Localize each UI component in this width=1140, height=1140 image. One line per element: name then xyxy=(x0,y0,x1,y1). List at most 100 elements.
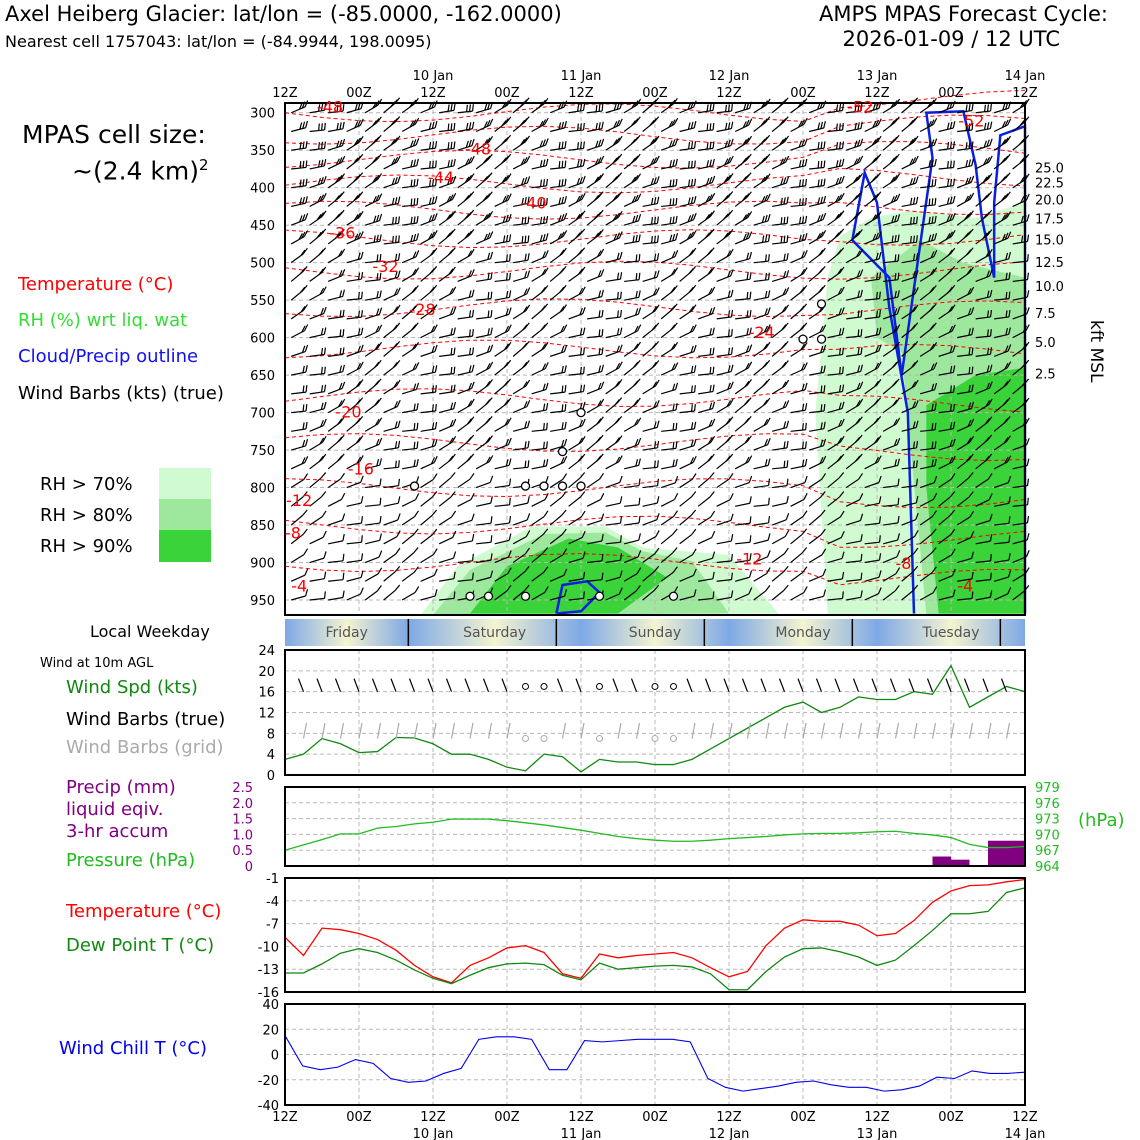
wind-barb-feather xyxy=(339,453,345,460)
wind-barb-feather xyxy=(654,235,656,243)
wind-barb-feather xyxy=(375,325,380,333)
wind-barb-feather xyxy=(786,235,789,243)
wind-barb-feather xyxy=(839,510,845,518)
surface-wind-barb xyxy=(815,678,823,692)
wind-barb-feather xyxy=(434,213,438,221)
wind-barb-staff xyxy=(605,559,621,564)
wind-barb-feather xyxy=(871,157,877,164)
wind-barb-feather xyxy=(707,455,713,462)
wind-barb-feather xyxy=(1008,309,1011,318)
wind-barb-feather xyxy=(896,550,901,558)
wind-barb-feather xyxy=(969,435,975,443)
wind-barb-feather xyxy=(433,324,438,332)
wind-barb-feather xyxy=(656,420,660,428)
wind-barb-staff xyxy=(679,445,695,451)
wind-barb-feather xyxy=(656,235,659,243)
wind-barb-feather xyxy=(669,234,673,242)
wind-barb-feather xyxy=(391,177,396,185)
wind-barb-feather xyxy=(1026,533,1030,541)
wind-barb-feather xyxy=(655,155,660,163)
wind-barb-feather xyxy=(767,497,770,505)
wind-barb-feather xyxy=(783,216,786,224)
wind-barb-feather xyxy=(488,135,494,143)
wind-barb-feather xyxy=(779,139,785,146)
wind-barb-staff xyxy=(568,477,581,489)
wind-barb-staff xyxy=(901,590,914,601)
wind-barb-feather xyxy=(672,459,675,467)
wind-barb-staff xyxy=(512,519,528,526)
wind-barb-feather xyxy=(581,192,586,200)
calm-wind-marker xyxy=(540,682,548,690)
wind-barbs-true-label: Wind Barbs (true) xyxy=(66,709,226,730)
wind-barb-feather xyxy=(725,230,731,238)
wind-barb-feather xyxy=(562,304,567,311)
temperature-tick-label: -10 xyxy=(258,940,279,955)
wind-barb-feather xyxy=(952,438,956,446)
wind-barb-feather xyxy=(854,122,857,130)
wind-barb-feather xyxy=(744,212,750,220)
wind-barb-feather xyxy=(690,365,694,373)
wind-barb-feather xyxy=(1026,234,1030,242)
wind-barb-feather xyxy=(430,231,436,239)
wind-barb-feather xyxy=(508,533,512,541)
wind-barb-feather xyxy=(841,307,845,315)
wind-barb-feather xyxy=(841,401,845,409)
wind-barb-feather xyxy=(580,366,582,374)
wind-barb-feather xyxy=(616,119,621,127)
wind-barb-feather xyxy=(986,104,989,112)
wind-barb-feather xyxy=(836,268,842,275)
wind-barb-feather xyxy=(508,497,511,505)
wind-barb-feather xyxy=(860,534,863,542)
wind-barb-feather xyxy=(728,329,730,337)
grid-wind-barb xyxy=(506,722,511,739)
wind-barb-feather xyxy=(932,117,938,125)
wind-barb-feather xyxy=(466,418,472,425)
wind-barb-staff xyxy=(420,534,433,545)
wind-barb-feather xyxy=(299,161,302,169)
wind-barb-feather xyxy=(335,158,340,166)
wind-barb-feather xyxy=(915,440,919,449)
wind-barb-feather xyxy=(356,212,362,220)
wind-barb-staff xyxy=(309,516,323,526)
wind-barb-feather xyxy=(616,153,623,161)
wind-barb-feather xyxy=(322,530,327,538)
wind-barb-feather xyxy=(378,324,383,332)
wind-barb-feather xyxy=(672,179,675,187)
wind-barb-feather xyxy=(1026,254,1029,262)
wind-barb-staff xyxy=(698,372,714,376)
wind-barb-feather xyxy=(447,123,450,131)
wind-barb-feather xyxy=(706,249,713,256)
wind-barb-feather xyxy=(949,121,953,129)
wind-barb-feather xyxy=(378,437,383,445)
wind-barb-feather xyxy=(836,212,842,219)
wind-barb-feather xyxy=(356,137,362,145)
wind-barb-feather xyxy=(747,455,753,463)
wind-barb-feather xyxy=(989,103,992,112)
wind-barb-feather xyxy=(336,436,343,443)
wind-barb-feather xyxy=(300,249,306,256)
wind-barb-feather xyxy=(741,195,748,202)
wind-barb-feather xyxy=(672,322,678,329)
wind-barb-feather xyxy=(598,122,601,130)
wind-barb-feather xyxy=(483,139,489,146)
wind-barb-feather xyxy=(989,347,993,355)
wind-barb-feather xyxy=(488,211,494,218)
wind-barb-feather xyxy=(709,141,712,149)
wind-barb-feather xyxy=(820,385,823,393)
wind-barb-feather xyxy=(302,304,308,311)
wind-barb-feather xyxy=(506,173,512,180)
wind-barb-feather xyxy=(395,379,401,387)
wind-barb-feather xyxy=(653,116,660,123)
wind-barb-staff xyxy=(957,165,972,170)
wind-barb-feather xyxy=(396,155,401,163)
wind-barb-feather xyxy=(560,231,565,239)
wind-barb-staff xyxy=(920,165,935,170)
wind-barb-feather xyxy=(582,551,586,559)
wind-barb-feather xyxy=(968,159,971,167)
wind-barb-feather xyxy=(334,194,341,202)
wind-barb-feather xyxy=(379,290,382,298)
wind-barb-feather xyxy=(854,140,858,148)
wind-barb-feather xyxy=(890,176,896,184)
wind-barb-staff xyxy=(513,426,528,432)
wind-barb-feather xyxy=(471,347,475,355)
